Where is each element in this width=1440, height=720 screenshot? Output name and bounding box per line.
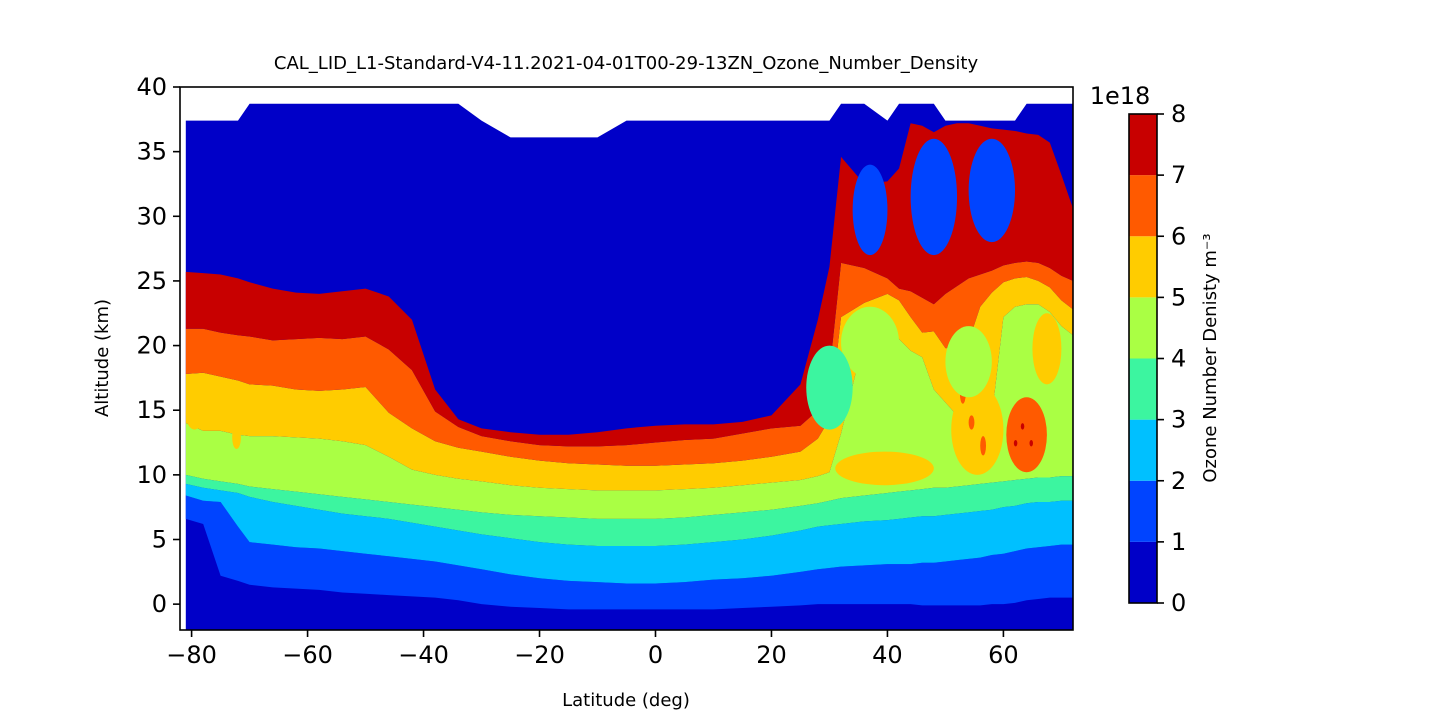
y-tick-label: 0	[152, 590, 167, 618]
contour-feature-10	[1032, 313, 1062, 385]
colorbar-tick-label: 3	[1171, 406, 1186, 434]
y-axis-label: Altitude (km)	[92, 299, 113, 417]
colorbar-segment	[1129, 114, 1157, 176]
colorbar: 0 1 2 3 4 5 6 7 8	[1128, 100, 1186, 617]
contour-feature-4	[185, 397, 204, 430]
colorbar-tick-label: 5	[1171, 283, 1186, 311]
contour-band-3	[185, 474, 1073, 546]
y-tick-label: 20	[136, 332, 167, 360]
colorbar-tick-label: 0	[1171, 589, 1186, 617]
y-tick-label: 30	[136, 202, 167, 230]
x-tick-label: −80	[166, 641, 217, 669]
contour-feature-1	[1020, 423, 1025, 430]
contour-feature-3	[1029, 439, 1033, 447]
colorbar-segment	[1129, 236, 1157, 298]
contour-feature-11	[835, 451, 934, 486]
contour-feature-14	[806, 345, 853, 430]
colorbar-tick-label: 1	[1171, 528, 1186, 556]
contour-feature-12	[841, 306, 900, 378]
x-tick-label: 60	[988, 641, 1019, 669]
colorbar-segment	[1129, 541, 1157, 603]
y-axis: 0 5 10 15 20 25 30 35 40	[136, 73, 180, 618]
y-tick-label: 15	[136, 396, 167, 424]
x-tick-label: −60	[282, 641, 333, 669]
contour-feature-2	[1013, 439, 1018, 447]
colorbar-segment	[1129, 358, 1157, 420]
colorbar-segment	[1129, 480, 1157, 542]
chart-title: CAL_LID_L1-Standard-V4-11.2021-04-01T00-…	[274, 53, 979, 74]
contour-feature-8	[980, 436, 987, 456]
contour-feature-13	[945, 326, 992, 398]
x-axis: −80 −60 −40 −20 0 20 40 60	[166, 630, 1019, 669]
plot-frame	[179, 86, 1074, 631]
x-tick-label: −40	[398, 641, 449, 669]
contour-feature-0	[1006, 397, 1047, 473]
x-tick-label: −20	[514, 641, 565, 669]
y-tick-label: 5	[152, 526, 167, 554]
colorbar-tick-label: 7	[1171, 161, 1186, 189]
colorbar-tick-label: 8	[1171, 100, 1186, 128]
colorbar-tick-label: 4	[1171, 345, 1186, 373]
contour-feature-6	[951, 384, 1004, 475]
contour-band-7	[185, 123, 1073, 447]
y-tick-label: 10	[136, 461, 167, 489]
x-tick-label: 40	[872, 641, 903, 669]
contour-feature-15	[910, 138, 958, 256]
y-tick-label: 40	[136, 73, 167, 101]
y-tick-label: 25	[136, 267, 167, 295]
contour-feature-17	[852, 164, 888, 256]
contour-feature-9	[968, 415, 975, 430]
contour-feature-5	[232, 425, 241, 449]
x-tick-label: 0	[648, 641, 663, 669]
colorbar-tick-label: 2	[1171, 467, 1186, 495]
contour-band-6	[185, 261, 1073, 466]
colorbar-tick-label: 6	[1171, 222, 1186, 250]
x-axis-label: Latitude (deg)	[562, 690, 690, 711]
contour-fill-layer	[185, 103, 1073, 630]
colorbar-segment	[1129, 175, 1157, 237]
contour-band-2	[185, 483, 1073, 584]
contour-band-1	[185, 495, 1073, 610]
colorbar-segment	[1129, 297, 1157, 359]
x-tick-label: 20	[756, 641, 787, 669]
contour-feature-16	[968, 138, 1016, 243]
colorbar-segment	[1129, 419, 1157, 481]
y-tick-label: 35	[136, 138, 167, 166]
colorbar-offset-label: 1e18	[1090, 82, 1151, 110]
colorbar-label: Ozone Number Denisty m⁻³	[1200, 233, 1221, 482]
